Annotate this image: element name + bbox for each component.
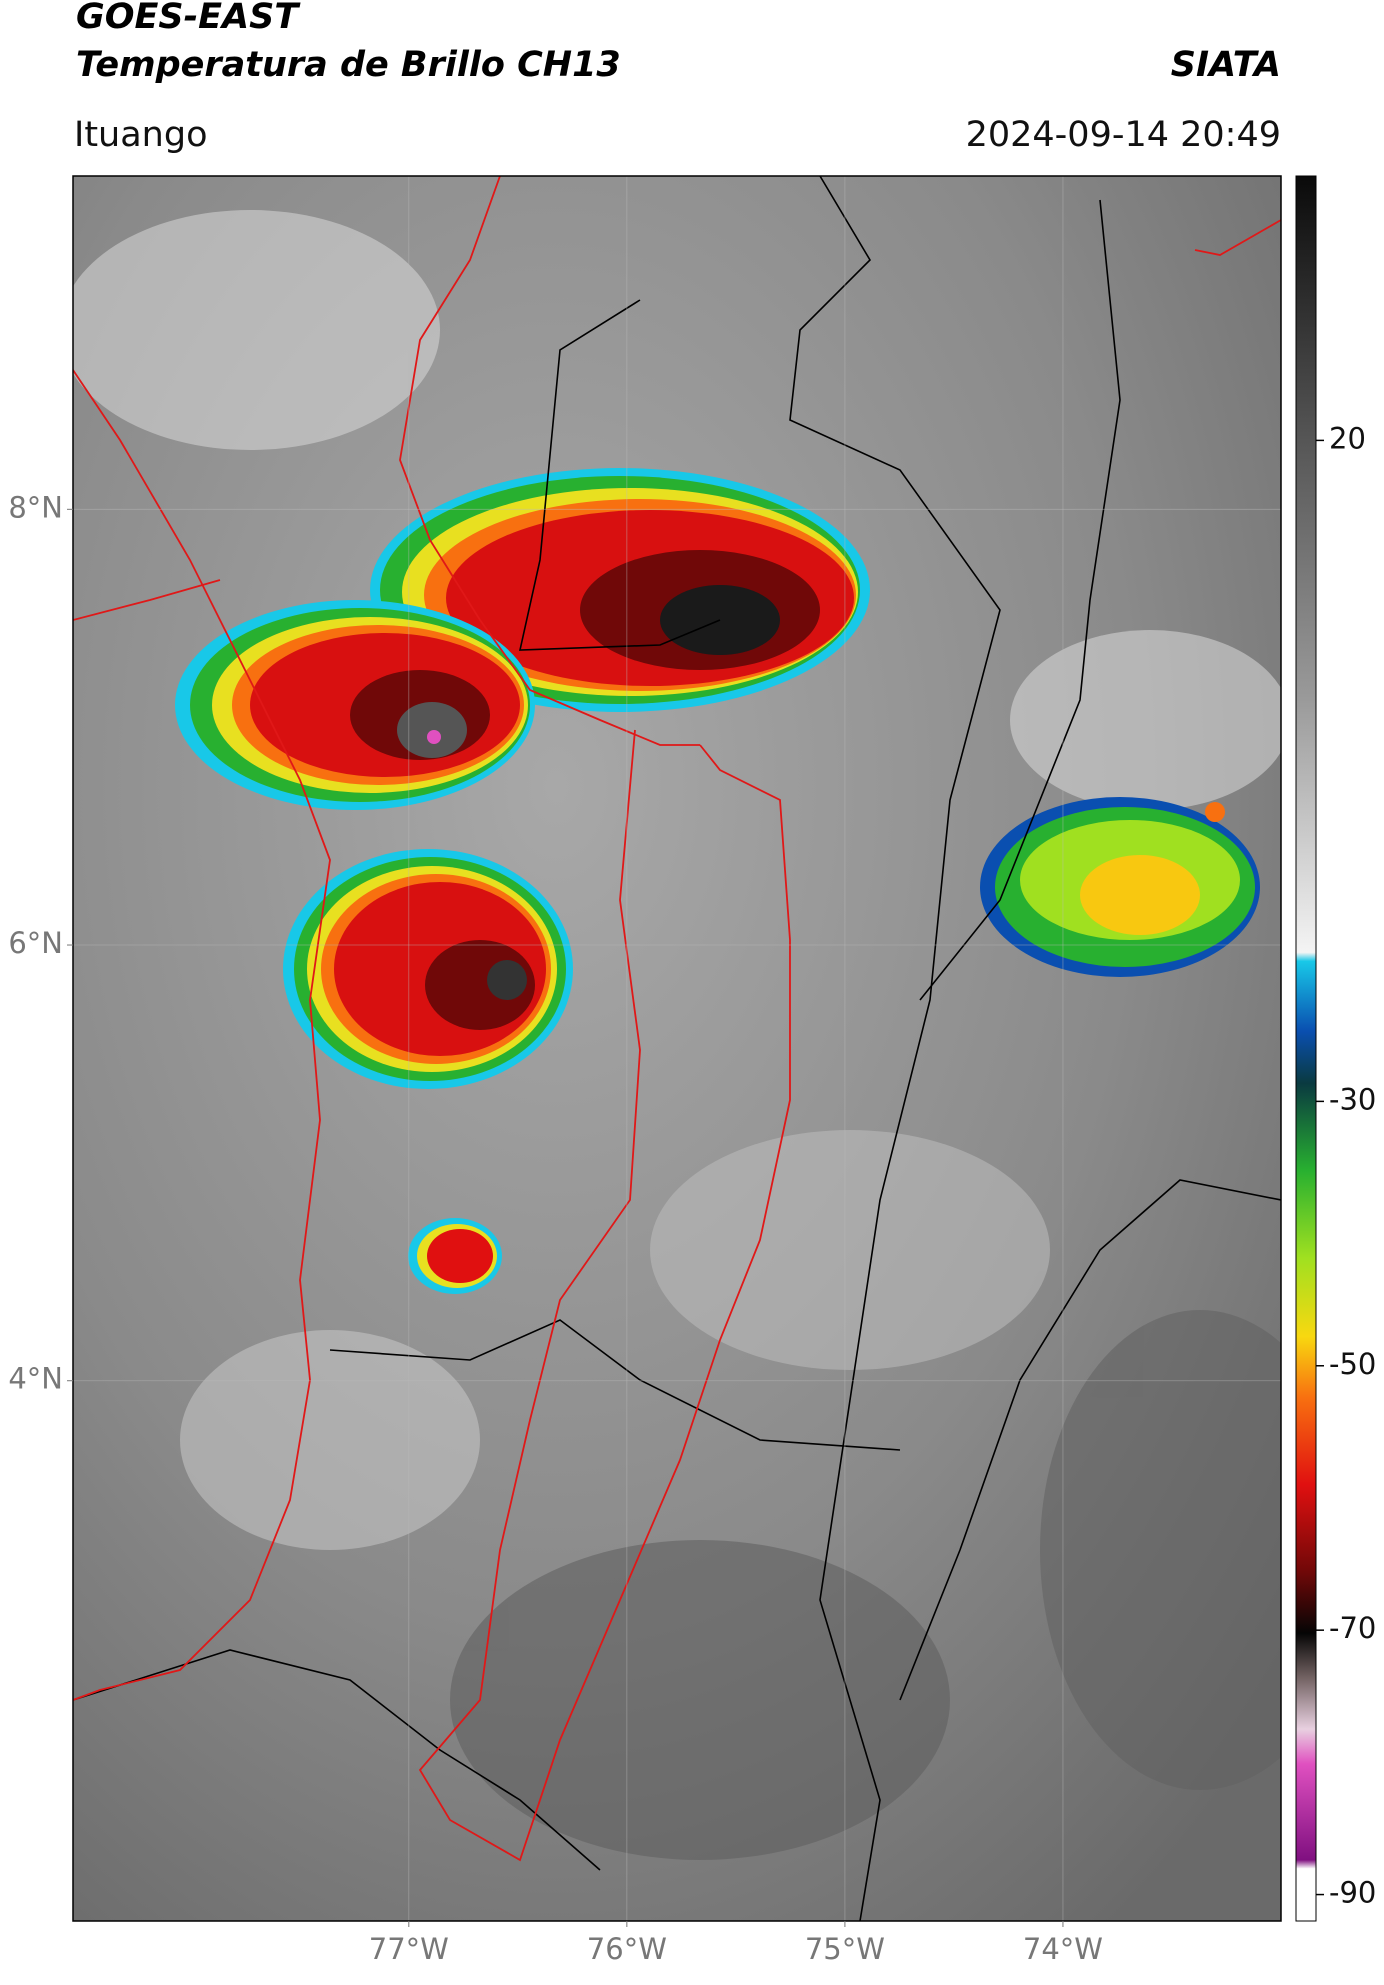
colorbar-tick-label: -70 xyxy=(1329,1611,1376,1645)
admin-borders xyxy=(73,176,1281,1921)
storm-east xyxy=(980,797,1260,977)
storm-west xyxy=(175,600,535,810)
storm-small xyxy=(408,1218,502,1294)
cloud-texture xyxy=(73,210,1281,1860)
x-tick-label: 76°W xyxy=(587,1932,667,1966)
source: SIATA xyxy=(1171,45,1281,85)
graticule xyxy=(73,176,1281,1921)
map-frame xyxy=(72,175,1282,1922)
map-area xyxy=(73,176,1281,1921)
y-tick-label: 4°N xyxy=(8,1362,63,1396)
subtitle: Temperatura de Brillo CH13 xyxy=(76,45,621,85)
x-tick-label: 75°W xyxy=(805,1932,885,1966)
colorbar-tick-label: -50 xyxy=(1329,1347,1376,1381)
colorbar-tick-label: 20 xyxy=(1329,421,1366,455)
datetime: 2024-09-14 20:49 xyxy=(966,115,1281,155)
x-tick-label: 74°W xyxy=(1023,1932,1103,1966)
colorbar-tick-label: -90 xyxy=(1329,1876,1376,1910)
y-tick-label: 6°N xyxy=(8,926,63,960)
title: GOES-EAST xyxy=(76,0,301,37)
x-tick-label: 77°W xyxy=(369,1932,449,1966)
department-borders xyxy=(73,176,1281,1862)
colorbar xyxy=(1295,175,1317,1922)
region: Ituango xyxy=(74,115,208,155)
colorbar-tick-label: -30 xyxy=(1329,1082,1376,1116)
storm-center xyxy=(283,849,573,1089)
axis-labels: 77°W 76°W 75°W 74°W 4°N 6°N 8°N -90 -70 -50 -30 20 xyxy=(8,421,1376,1966)
storm-north xyxy=(370,468,870,712)
y-tick-label: 8°N xyxy=(8,490,63,524)
